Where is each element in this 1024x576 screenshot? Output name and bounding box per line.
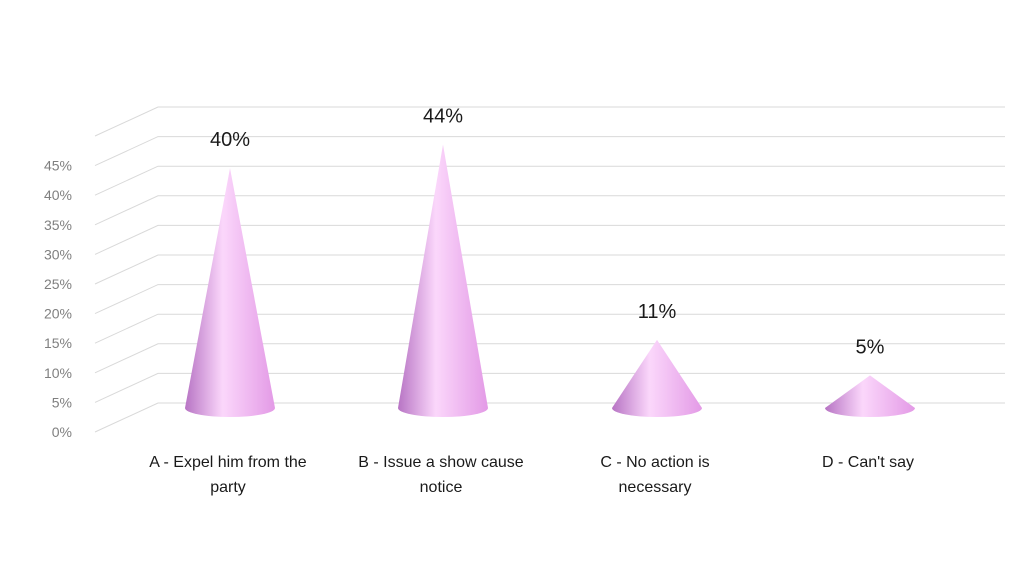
cone-bar xyxy=(185,168,275,417)
data-label: 40% xyxy=(210,129,250,151)
cone-bar xyxy=(825,375,915,417)
gridline xyxy=(94,106,1005,137)
y-tick-label: 0% xyxy=(52,424,72,440)
y-tick-label: 15% xyxy=(44,335,72,351)
data-label: 44% xyxy=(423,106,463,128)
y-tick-label: 45% xyxy=(44,158,72,174)
y-tick-label: 40% xyxy=(44,187,72,203)
y-axis-ticks: 0% 5% 10% 15% 20% 25% 30% 35% 40% 45% xyxy=(44,158,72,440)
gridline xyxy=(94,402,1005,433)
gridline xyxy=(94,313,1005,344)
category-label: D - Can't say xyxy=(822,454,914,471)
gridline xyxy=(94,284,1005,315)
gridline xyxy=(94,136,1005,167)
gridline xyxy=(94,195,1005,226)
category-label: A - Expel him from the party xyxy=(149,454,306,496)
y-tick-label: 35% xyxy=(44,217,72,233)
gridline xyxy=(94,224,1005,255)
category-label: C - No action is necessary xyxy=(600,454,709,496)
y-tick-label: 30% xyxy=(44,246,72,262)
cone-bar xyxy=(612,339,702,417)
gridline xyxy=(94,372,1005,403)
gridline xyxy=(94,165,1005,196)
data-labels: 40% 44% 11% 5% xyxy=(210,106,885,359)
y-tick-label: 10% xyxy=(44,365,72,381)
category-labels: A - Expel him from the party B - Issue a s… xyxy=(149,454,914,496)
cone-bar xyxy=(398,144,488,417)
category-label: B - Issue a show cause notice xyxy=(358,454,524,496)
gridline xyxy=(94,254,1005,285)
y-tick-label: 20% xyxy=(44,306,72,322)
y-tick-label: 5% xyxy=(52,394,72,410)
data-label: 11% xyxy=(638,301,677,323)
y-tick-label: 25% xyxy=(44,276,72,292)
cones xyxy=(185,144,915,417)
gridline xyxy=(94,343,1005,374)
data-label: 5% xyxy=(856,336,885,358)
gridlines xyxy=(94,106,1005,433)
